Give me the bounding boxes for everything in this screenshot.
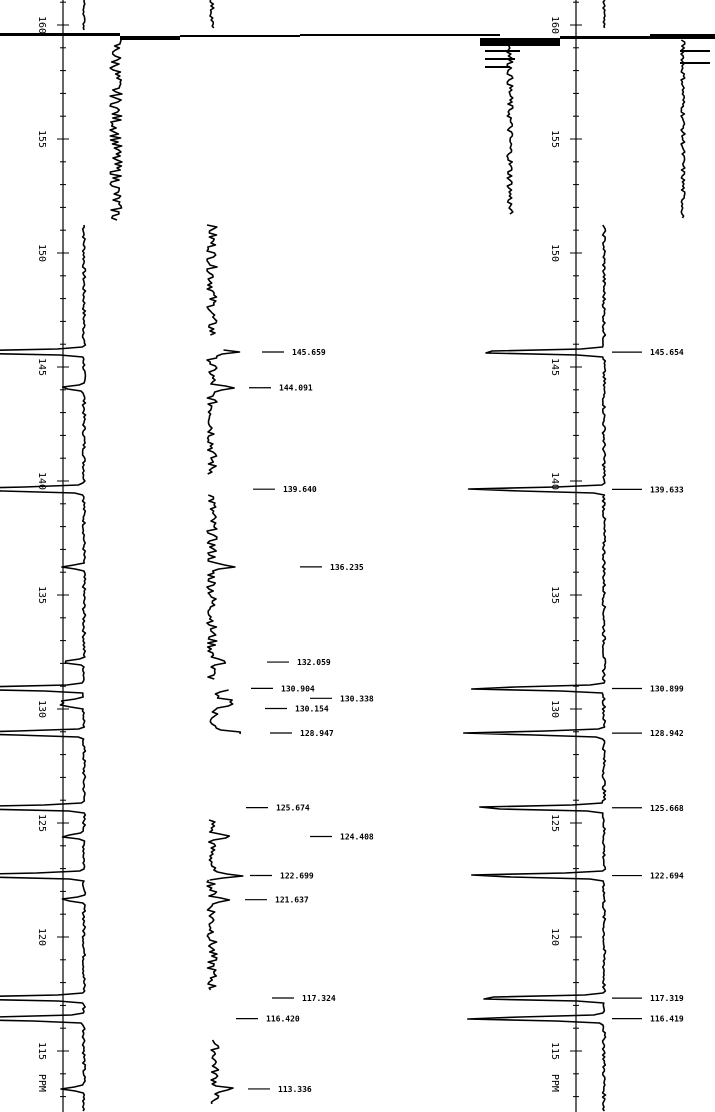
a-tick-label: 155: [36, 130, 47, 148]
b-peak-label: 128.942: [650, 729, 684, 738]
a-axis-unit-label: PPM: [36, 1074, 47, 1092]
spectrum-b-top-stub: [602, 0, 606, 29]
a-peak-label: 125.674: [276, 804, 310, 813]
a-peak-label: 121.637: [275, 896, 309, 905]
b-tick-label: 120: [549, 928, 560, 946]
spectrum-a-expanded-2: [206, 349, 241, 475]
a-peak-label: 132.059: [297, 658, 331, 667]
a-peak-label: 130.904: [281, 684, 315, 693]
spectrum-a-expanded-5: [208, 819, 244, 881]
spectrum-a-expanded-4: [209, 689, 242, 735]
a-peak-label: 117.324: [302, 994, 336, 1003]
b-axis-unit-label: PPM: [549, 1074, 560, 1092]
b-peak-label: 122.694: [650, 872, 684, 881]
a-tick-label: 125: [36, 814, 47, 832]
b-peak-label: 125.668: [650, 804, 684, 813]
spectrum-a-expanded-3: [206, 494, 236, 680]
b-peak-label: 116.419: [650, 1015, 684, 1024]
spectrum-a-top-trace: [109, 39, 123, 221]
b-tick-label: 155: [549, 130, 560, 148]
b-tick-label: 150: [549, 244, 560, 262]
b-tick-label: 115: [549, 1042, 560, 1060]
b-tick-label: 145: [549, 358, 560, 376]
a-tick-label: 120: [36, 928, 47, 946]
a-peak-label: 116.420: [266, 1015, 300, 1024]
a-peak-label: 145.659: [292, 348, 326, 357]
b-tick-label: 140: [549, 472, 560, 490]
spectrum-a-expanded-1: [206, 224, 218, 336]
spectrum-a-expanded-7: [210, 1039, 234, 1105]
b-peak-label: 117.319: [650, 994, 684, 1003]
a-tick-label: 160: [36, 16, 47, 34]
b-tick-label: 135: [549, 586, 560, 604]
b-peak-label: 145.654: [650, 348, 684, 357]
a-tick-label: 150: [36, 244, 47, 262]
a-peak-label: 113.336: [278, 1085, 312, 1094]
spectrum-a-mid-stub: [209, 0, 215, 29]
a-peak-label: 124.408: [340, 832, 374, 841]
spectrum-b-top-trace-2: [680, 39, 686, 219]
spectrum-b-top-trace: [506, 39, 514, 215]
a-peak-label: 130.338: [340, 694, 374, 703]
spectrum-b-trace: [463, 224, 607, 1112]
b-tick-label: 160: [549, 16, 560, 34]
spectrum-a-expanded-6: [206, 879, 231, 991]
b-tick-label: 130: [549, 700, 560, 718]
a-tick-label: 140: [36, 472, 47, 490]
spectrum-a-trace: [0, 224, 87, 1112]
b-peak-label: 139.633: [650, 485, 684, 494]
spectrum-a-top-stub: [82, 0, 86, 31]
a-peak-label: 122.699: [280, 871, 314, 880]
a-tick-label: 130: [36, 700, 47, 718]
a-peak-label: 139.640: [283, 485, 317, 494]
top-noise-band: [0, 33, 715, 68]
a-tick-label: 135: [36, 586, 47, 604]
b-peak-label: 130.899: [650, 685, 684, 694]
a-tick-label: 115: [36, 1042, 47, 1060]
a-tick-label: 145: [36, 358, 47, 376]
a-peak-label: 128.947: [300, 729, 334, 738]
a-peak-label: 136.235: [330, 563, 364, 572]
a-peak-label: 144.091: [279, 384, 313, 393]
b-tick-label: 125: [549, 814, 560, 832]
a-peak-label: 130.154: [295, 704, 329, 713]
